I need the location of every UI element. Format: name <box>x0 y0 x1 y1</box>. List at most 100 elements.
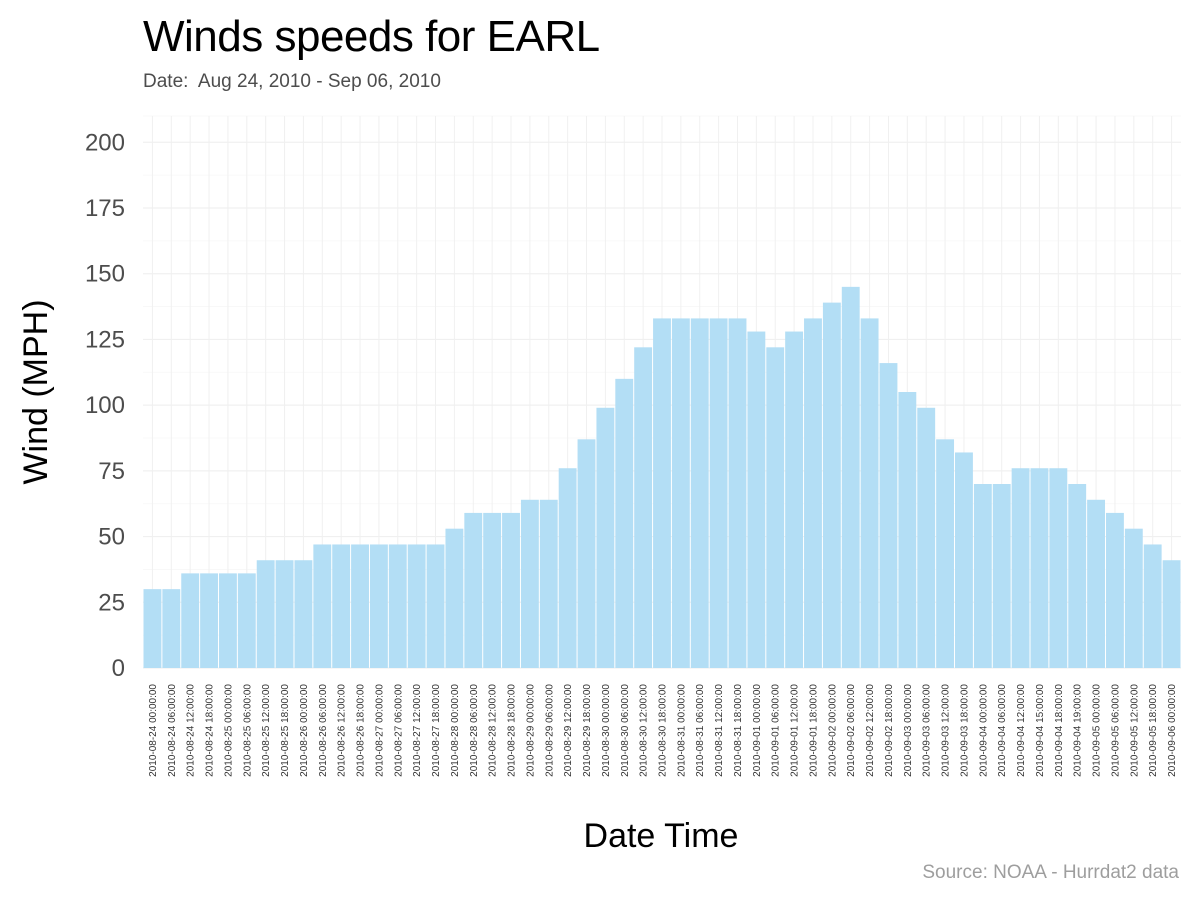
bar <box>1087 499 1106 668</box>
bar <box>822 302 841 668</box>
bar <box>351 544 369 668</box>
bar <box>841 286 860 668</box>
x-tick-label: 2010-08-31 06:00:00 <box>695 684 706 777</box>
y-tick-label: 75 <box>98 458 125 485</box>
x-tick-label: 2010-09-04 00:00:00 <box>978 684 989 777</box>
x-tick-label: 2010-08-26 00:00:00 <box>299 684 310 777</box>
bar <box>804 318 822 668</box>
bar <box>464 512 483 668</box>
bar <box>766 347 785 668</box>
bar <box>1049 468 1068 668</box>
x-tick-label: 2010-09-04 15:00:00 <box>1035 684 1046 777</box>
bar <box>1068 484 1087 668</box>
x-tick-label: 2010-08-28 06:00:00 <box>469 684 480 777</box>
x-tick-label: 2010-08-31 18:00:00 <box>733 684 744 777</box>
bar <box>520 499 539 668</box>
x-tick-label: 2010-09-02 00:00:00 <box>827 684 838 777</box>
x-tick-label: 2010-08-25 12:00:00 <box>261 684 272 777</box>
bar <box>653 318 671 668</box>
x-tick-label: 2010-08-28 12:00:00 <box>488 684 499 777</box>
bar <box>407 544 426 668</box>
bar <box>879 363 898 668</box>
x-tick-label: 2010-08-28 18:00:00 <box>507 684 518 777</box>
bar <box>973 484 992 668</box>
bar <box>747 331 766 668</box>
bar <box>143 589 162 668</box>
bar <box>237 573 256 668</box>
y-axis-ticks: 0 25 50 75 100 125 150 175 200 <box>85 129 125 682</box>
y-tick-label: 150 <box>85 261 125 288</box>
x-tick-label: 2010-08-27 18:00:00 <box>431 684 442 777</box>
x-tick-label: 2010-08-30 06:00:00 <box>620 684 631 777</box>
x-tick-label: 2010-08-31 12:00:00 <box>714 684 725 777</box>
x-tick-label: 2010-08-24 06:00:00 <box>167 684 178 777</box>
bar <box>1011 468 1030 668</box>
bar <box>709 318 728 668</box>
bar <box>898 392 917 668</box>
x-tick-label: 2010-09-05 06:00:00 <box>1110 684 1121 777</box>
x-tick-label: 2010-09-06 00:00:00 <box>1167 684 1178 777</box>
x-tick-label: 2010-08-25 00:00:00 <box>223 684 234 777</box>
x-tick-label: 2010-09-05 18:00:00 <box>1148 684 1159 777</box>
bar <box>1143 544 1162 668</box>
x-tick-label: 2010-08-24 12:00:00 <box>186 684 197 777</box>
bar <box>502 512 520 668</box>
bar <box>596 407 615 668</box>
bar <box>200 573 218 668</box>
x-tick-label: 2010-08-29 18:00:00 <box>582 684 593 777</box>
bar <box>426 544 445 668</box>
chart-title: Winds speeds for EARL <box>143 12 600 61</box>
x-tick-label: 2010-09-01 18:00:00 <box>808 684 819 777</box>
bars-layer <box>143 286 1181 668</box>
x-tick-label: 2010-09-02 18:00:00 <box>884 684 895 777</box>
bar <box>218 573 237 668</box>
x-tick-label: 2010-09-02 12:00:00 <box>865 684 876 777</box>
bar <box>671 318 690 668</box>
x-tick-label: 2010-09-03 06:00:00 <box>922 684 933 777</box>
y-tick-label: 50 <box>98 524 125 551</box>
bar <box>256 560 275 668</box>
x-tick-label: 2010-09-04 12:00:00 <box>1016 684 1027 777</box>
x-tick-label: 2010-08-30 18:00:00 <box>658 684 669 777</box>
bar <box>615 378 634 668</box>
x-tick-label: 2010-08-25 06:00:00 <box>242 684 253 777</box>
x-tick-label: 2010-09-04 18:00:00 <box>1054 684 1065 777</box>
x-tick-label: 2010-09-03 12:00:00 <box>941 684 952 777</box>
bar <box>955 452 973 668</box>
bar <box>332 544 351 668</box>
bar <box>860 318 879 668</box>
y-tick-label: 0 <box>112 655 125 682</box>
y-tick-label: 100 <box>85 392 125 419</box>
x-tick-label: 2010-08-24 00:00:00 <box>148 684 159 777</box>
y-axis-title: Wind (MPH) <box>17 299 55 484</box>
bar <box>917 407 936 668</box>
bar <box>1162 560 1181 668</box>
bar <box>936 439 955 668</box>
x-tick-label: 2010-09-05 12:00:00 <box>1129 684 1140 777</box>
bar <box>1106 512 1124 668</box>
x-tick-label: 2010-09-03 18:00:00 <box>959 684 970 777</box>
x-tick-label: 2010-08-27 06:00:00 <box>393 684 404 777</box>
x-tick-label: 2010-08-29 00:00:00 <box>525 684 536 777</box>
bar <box>388 544 407 668</box>
source-caption: Source: NOAA - Hurrdat2 data <box>922 862 1179 883</box>
x-tick-label: 2010-08-26 06:00:00 <box>318 684 329 777</box>
y-tick-label: 175 <box>85 195 125 222</box>
bar <box>992 484 1011 668</box>
bar <box>445 528 464 668</box>
x-tick-label: 2010-08-31 00:00:00 <box>676 684 687 777</box>
bar <box>1030 468 1049 668</box>
x-tick-label: 2010-09-04 19:00:00 <box>1073 684 1084 777</box>
x-tick-label: 2010-08-28 00:00:00 <box>450 684 461 777</box>
x-tick-label: 2010-09-01 12:00:00 <box>790 684 801 777</box>
x-tick-label: 2010-08-25 18:00:00 <box>280 684 291 777</box>
bar <box>1124 528 1143 668</box>
bar <box>577 439 596 668</box>
bar <box>483 512 502 668</box>
x-tick-label: 2010-09-01 06:00:00 <box>771 684 782 777</box>
x-tick-label: 2010-09-01 00:00:00 <box>752 684 763 777</box>
y-tick-label: 125 <box>85 326 125 353</box>
bar <box>162 589 181 668</box>
x-axis-ticks: 2010-08-24 00:00:00 2010-08-24 06:00:00 20… <box>148 684 1178 777</box>
x-tick-label: 2010-09-02 06:00:00 <box>846 684 857 777</box>
